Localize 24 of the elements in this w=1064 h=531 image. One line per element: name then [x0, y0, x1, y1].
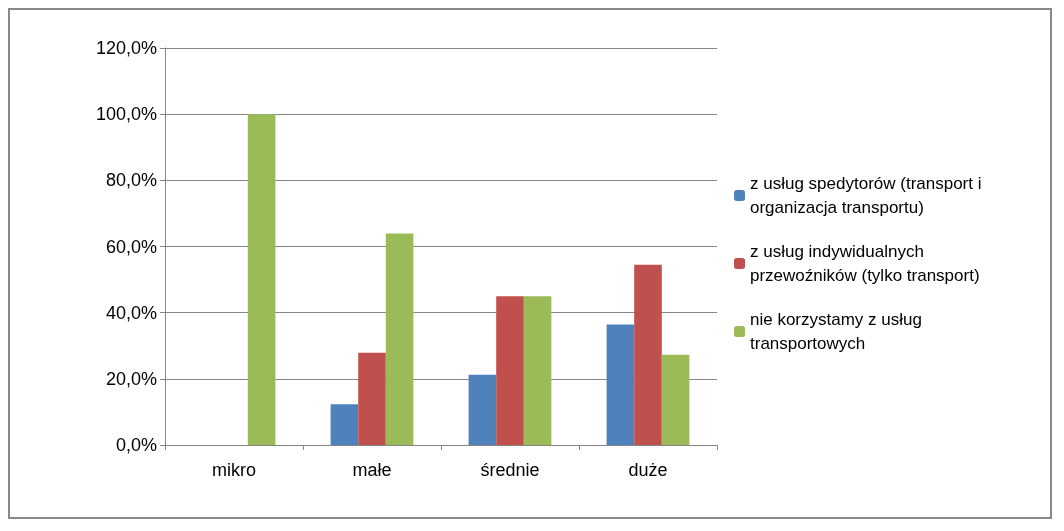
y-tick-label: 100,0% [95, 104, 157, 125]
legend-label: z usług indywidualnych przewoźników (tylko transport) [750, 242, 980, 285]
bar [358, 352, 386, 445]
y-tick-label: 20,0% [105, 368, 157, 389]
bar [330, 404, 359, 445]
y-tick-label: 60,0% [105, 236, 157, 257]
y-tick-label: 120,0% [95, 38, 157, 58]
x-tick-label: duże [628, 460, 668, 480]
bar [496, 296, 524, 445]
bar [468, 374, 497, 445]
bar [606, 324, 635, 445]
x-tick-label: średnie [480, 460, 540, 480]
bar [385, 233, 414, 445]
legend-label: z usług spedytorów (transport i organizacja transportu) [750, 174, 987, 217]
bar [661, 354, 690, 445]
x-tick-label: mikro [212, 460, 256, 480]
x-tick-label: małe [352, 460, 392, 480]
y-tick-label: 80,0% [105, 170, 157, 191]
bar [247, 114, 276, 445]
y-tick-label: 0,0% [115, 435, 157, 455]
legend-label: nie korzystamy z usług transportowych [750, 310, 927, 353]
bar [634, 264, 662, 445]
y-tick-label: 40,0% [105, 302, 157, 323]
bar [523, 296, 552, 445]
